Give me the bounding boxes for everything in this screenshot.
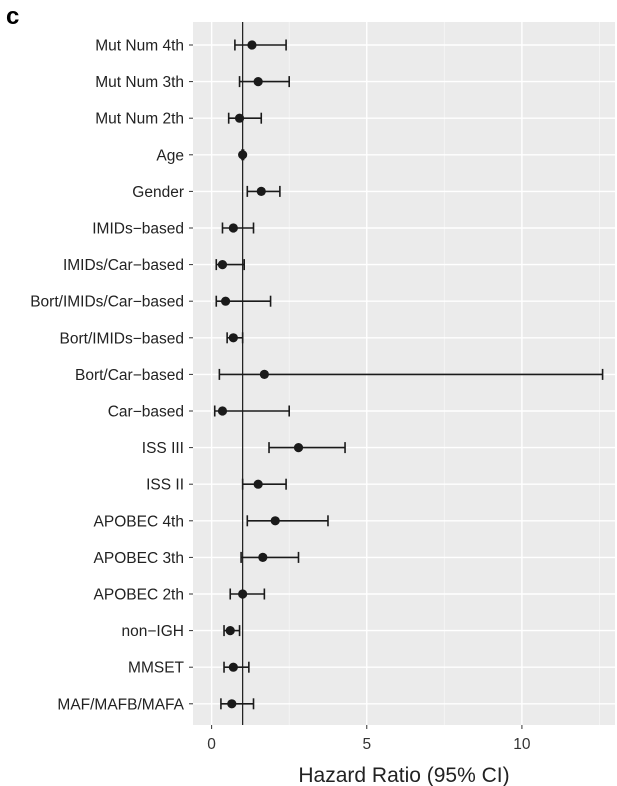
ci-bar [238, 76, 290, 88]
x-tick-label: 5 [362, 736, 371, 753]
hazard-ratio-point [227, 699, 237, 709]
hazard-ratio-point [234, 113, 245, 123]
hazard-ratio-point [220, 296, 231, 306]
hazard-ratio-point [259, 369, 269, 379]
panel-letter: c [6, 3, 19, 30]
y-tick-label: Car−based [108, 404, 184, 421]
hazard-ratio-point [293, 443, 304, 453]
hazard-ratio-point [258, 552, 268, 563]
y-tick-label: Bort/Car−based [75, 367, 184, 384]
y-tick-label: Mut Num 2th [95, 111, 184, 128]
hazard-ratio-point [228, 662, 238, 672]
hazard-ratio-point [238, 589, 248, 599]
plot-panel-background [193, 22, 615, 725]
ci-bar [218, 368, 604, 380]
ci-bar [221, 222, 255, 234]
y-tick-label: MAF/MAFB/MAFA [57, 696, 184, 713]
ci-bar [229, 588, 266, 600]
y-tick-label: APOBEC 3th [94, 550, 184, 567]
y-tick-label: Bort/IMIDs/Car−based [30, 294, 184, 311]
hazard-ratio-point [238, 150, 248, 160]
ci-bar [234, 39, 287, 51]
y-tick-label: Mut Num 3th [95, 74, 184, 91]
hazard-ratio-points [217, 40, 304, 709]
hazard-ratio-point [256, 186, 266, 196]
y-tick-label: Bort/IMIDs−based [60, 330, 184, 347]
hazard-ratio-point [228, 223, 238, 233]
ci-bar [246, 515, 329, 527]
ci-bar [241, 478, 287, 490]
gridlines [193, 22, 615, 725]
y-tick-label: APOBEC 2th [94, 587, 184, 604]
x-tick-label: 10 [513, 736, 531, 753]
y-axis-labels: Mut Num 4th Mut Num 3th Mut Num 2th Age Gend… [30, 38, 193, 713]
hazard-ratio-point [217, 260, 228, 270]
y-tick-label: APOBEC 4th [94, 513, 184, 530]
hazard-ratio-point [270, 516, 280, 526]
ci-bar [213, 405, 290, 417]
hazard-ratio-point [253, 479, 263, 489]
x-axis: 0 5 10 [207, 725, 531, 753]
hazard-ratio-point [228, 333, 238, 343]
y-tick-label: ISS II [146, 477, 184, 494]
ci-bar [227, 112, 263, 124]
hazard-ratio-point [247, 40, 257, 50]
ci-bar [240, 551, 300, 563]
y-tick-label: MMSET [128, 660, 185, 677]
y-tick-label: non−IGH [122, 623, 184, 640]
x-axis-title: Hazard Ratio (95% CI) [298, 764, 509, 786]
y-tick-label: Gender [132, 184, 184, 201]
y-tick-label: Age [156, 147, 184, 164]
ci-bar [220, 698, 255, 710]
y-tick-label: IMIDs−based [92, 221, 184, 238]
hazard-ratio-point [217, 406, 228, 416]
hazard-ratio-point [225, 626, 235, 636]
y-tick-label: ISS III [142, 440, 184, 457]
ci-bar [268, 442, 346, 454]
y-tick-label: Mut Num 4th [95, 38, 184, 55]
x-tick-label: 0 [207, 736, 216, 753]
hazard-ratio-point [253, 77, 263, 87]
y-tick-label: IMIDs/Car−based [63, 257, 184, 274]
